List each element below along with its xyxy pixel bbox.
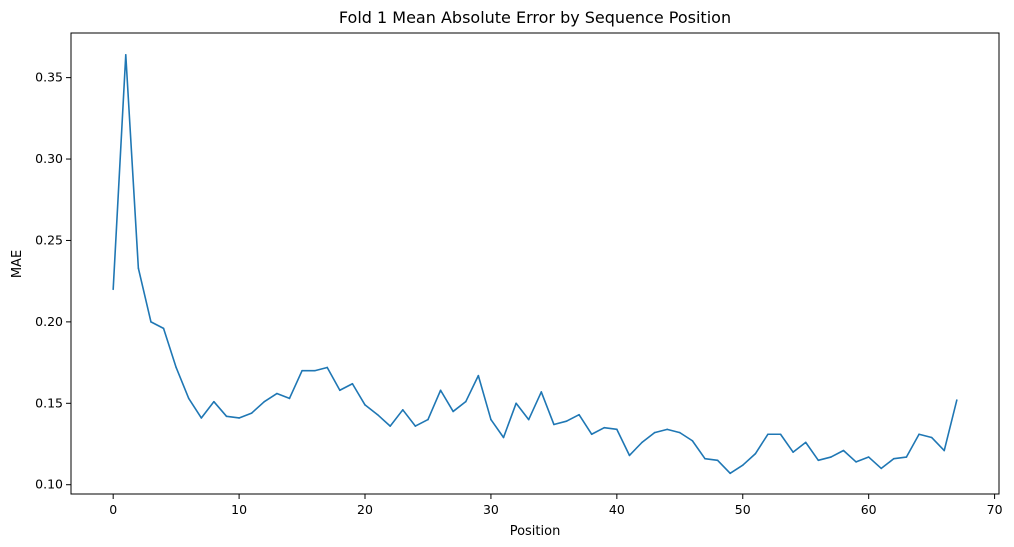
data-point (339, 389, 341, 392)
data-point (502, 436, 505, 439)
data-point (679, 431, 681, 434)
data-point (867, 456, 870, 458)
x-tick-label: 10 (231, 502, 247, 517)
data-point (389, 425, 391, 427)
mae-series-line (112, 54, 958, 475)
data-point (376, 413, 379, 416)
data-point (616, 428, 618, 431)
data-point (565, 420, 568, 423)
data-point (628, 454, 631, 457)
data-point (175, 366, 177, 369)
data-point (452, 410, 454, 413)
plot-area-frame (70, 32, 1000, 495)
data-point (326, 366, 329, 369)
y-tick-label: 0.30 (35, 151, 63, 166)
data-point (653, 431, 656, 434)
data-point (754, 452, 757, 455)
data-point (200, 417, 203, 419)
x-axis: 0 10 20 30 40 50 60 70 (109, 494, 1003, 517)
x-tick-label: 0 (109, 502, 117, 517)
data-point (213, 400, 215, 403)
data-point (263, 400, 266, 403)
data-point (490, 418, 492, 421)
data-point (477, 374, 480, 377)
data-point (729, 472, 731, 475)
chart-title: Fold 1 Mean Absolute Error by Sequence P… (339, 8, 731, 27)
data-point (137, 267, 140, 269)
data-point (427, 418, 429, 421)
data-point (527, 418, 530, 421)
data-point (401, 409, 404, 411)
data-point (804, 441, 807, 444)
x-tick-label: 30 (483, 502, 499, 517)
y-tick-label: 0.25 (35, 232, 63, 247)
data-point (855, 461, 857, 463)
data-point (112, 288, 114, 291)
data-point (842, 449, 845, 452)
data-point (124, 54, 127, 56)
data-point (515, 402, 517, 405)
data-point (238, 417, 240, 419)
data-point (893, 457, 895, 460)
data-point (351, 382, 354, 385)
data-point (830, 456, 832, 458)
data-point (364, 404, 366, 406)
data-point (943, 449, 946, 452)
y-tick-label: 0.35 (35, 70, 63, 85)
data-point (590, 433, 593, 436)
data-point (716, 459, 719, 462)
data-point (930, 436, 933, 439)
data-point (288, 397, 291, 400)
x-tick-label: 70 (987, 502, 1003, 517)
data-point (578, 413, 580, 416)
x-tick-label: 20 (357, 502, 373, 517)
data-point (414, 425, 417, 427)
data-point (792, 451, 794, 453)
y-tick-label: 0.20 (35, 314, 63, 329)
data-point (817, 459, 820, 462)
data-point (250, 412, 253, 414)
data-point (150, 321, 152, 323)
data-point (553, 423, 555, 426)
data-point (918, 433, 920, 436)
y-axis-label: MAE (10, 250, 25, 278)
data-point (880, 467, 883, 470)
data-point (540, 391, 543, 393)
data-point (666, 428, 669, 431)
data-point (313, 369, 316, 372)
data-point (439, 389, 442, 392)
data-point (276, 392, 278, 395)
data-point (187, 397, 190, 400)
y-tick-label: 0.15 (35, 395, 63, 410)
y-axis: 0.10 0.15 0.20 0.25 0.30 0.35 (35, 70, 71, 492)
data-point (464, 400, 467, 403)
data-point (741, 464, 744, 466)
data-point (767, 433, 769, 436)
x-tick-label: 50 (735, 502, 751, 517)
x-tick-label: 40 (609, 502, 625, 517)
data-point (641, 441, 643, 444)
data-point (301, 369, 303, 372)
data-point (779, 433, 782, 436)
data-point (905, 456, 908, 458)
data-points (112, 54, 958, 475)
x-axis-label: Position (510, 524, 561, 539)
data-point (956, 399, 958, 401)
y-tick-label: 0.10 (35, 477, 63, 492)
data-point (225, 415, 228, 418)
x-tick-label: 60 (861, 502, 877, 517)
data-point (691, 439, 694, 442)
data-point (162, 327, 165, 330)
data-point (603, 426, 606, 429)
data-point (704, 457, 706, 460)
